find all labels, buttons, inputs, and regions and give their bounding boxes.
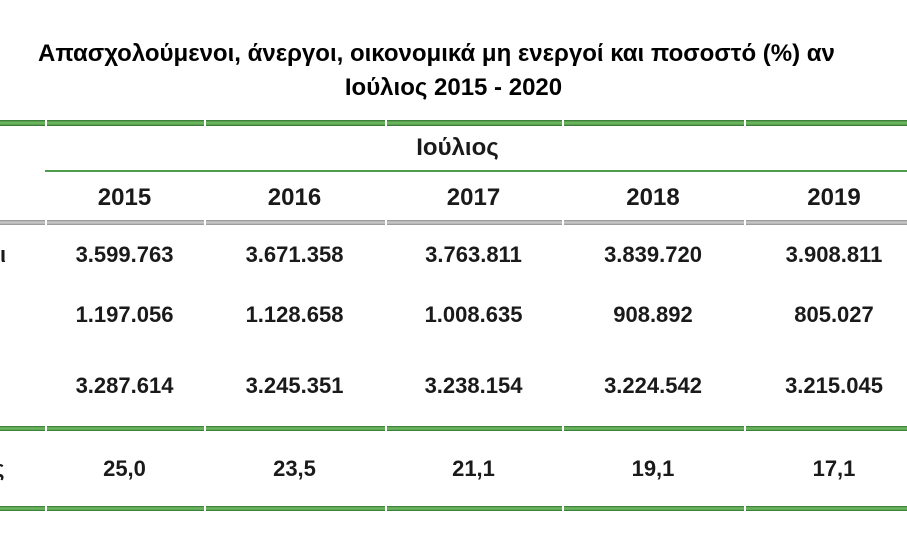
statistics-table: Ιούλιος 2015 2016 2017 2018 2019 ι 3.599… bbox=[0, 120, 907, 511]
value-cell: 1.128.658 bbox=[245, 302, 344, 327]
value-cell: 1.008.635 bbox=[424, 302, 523, 327]
row-label-fragment: ς bbox=[0, 431, 45, 506]
table-border-segment bbox=[744, 220, 907, 225]
table-border-segment bbox=[45, 120, 204, 126]
column-group-header: Ιούλιος bbox=[45, 126, 907, 172]
table-border-segment bbox=[0, 120, 45, 126]
table-border-segment bbox=[204, 506, 385, 511]
value-cell: 3.238.154 bbox=[424, 372, 523, 398]
value-cell: 3.245.351 bbox=[245, 372, 344, 398]
year-column-header: 2018 bbox=[626, 184, 680, 211]
table-border-segment bbox=[744, 506, 907, 511]
value-cell: 3.763.811 bbox=[425, 242, 522, 267]
label-column-spacer bbox=[0, 126, 45, 172]
row-label-fragment bbox=[0, 285, 45, 345]
year-column-header: 2016 bbox=[267, 184, 322, 211]
table-border-segment bbox=[562, 220, 744, 225]
value-cell: 3.287.614 bbox=[75, 372, 174, 398]
year-column-header: 2015 bbox=[97, 184, 152, 211]
percent-cell: 21,1 bbox=[452, 455, 495, 481]
table-border-segment bbox=[204, 426, 385, 431]
table-border-segment bbox=[562, 120, 744, 126]
value-cell: 3.215.045 bbox=[785, 372, 883, 398]
row-label-fragment bbox=[0, 345, 45, 426]
table-border-segment bbox=[45, 506, 204, 511]
table-border-segment bbox=[204, 220, 385, 225]
row-label-fragment: ι bbox=[0, 242, 7, 267]
year-column-header: 2017 bbox=[446, 184, 501, 211]
value-cell: 3.224.542 bbox=[604, 372, 702, 398]
value-cell: 3.599.763 bbox=[75, 242, 174, 267]
year-column-header: 2019 bbox=[807, 184, 861, 211]
table-border-segment bbox=[0, 220, 45, 225]
table-title-line2: Ιούλιος 2015 - 2020 bbox=[344, 74, 563, 101]
table-border-segment bbox=[744, 426, 907, 431]
value-cell: 3.671.358 bbox=[245, 242, 344, 267]
percent-cell: 25,0 bbox=[103, 455, 146, 481]
table-border-segment bbox=[562, 426, 744, 431]
table-border-segment bbox=[204, 120, 385, 126]
value-cell: 3.908.811 bbox=[785, 242, 883, 267]
table-border-segment bbox=[0, 426, 45, 431]
table-title-line1: Απασχολούμενοι, άνεργοι, οικονομικά μη ε… bbox=[38, 40, 835, 67]
table-border-segment bbox=[385, 120, 562, 126]
value-cell: 908.892 bbox=[613, 302, 693, 327]
value-cell: 1.197.056 bbox=[75, 302, 174, 327]
table-border-segment bbox=[0, 506, 45, 511]
value-cell: 3.839.720 bbox=[604, 242, 702, 267]
percent-cell: 23,5 bbox=[273, 455, 316, 481]
table-border-segment bbox=[385, 220, 562, 225]
table-border-segment bbox=[385, 426, 562, 431]
table-border-segment bbox=[385, 506, 562, 511]
value-cell: 805.027 bbox=[794, 302, 874, 327]
percent-cell: 19,1 bbox=[631, 455, 675, 481]
label-column-spacer bbox=[0, 172, 45, 220]
table-border-segment bbox=[45, 426, 204, 431]
table-border-segment bbox=[45, 220, 204, 225]
table-border-segment bbox=[562, 506, 744, 511]
table-border-segment bbox=[744, 120, 907, 126]
percent-cell: 17,1 bbox=[812, 455, 856, 481]
